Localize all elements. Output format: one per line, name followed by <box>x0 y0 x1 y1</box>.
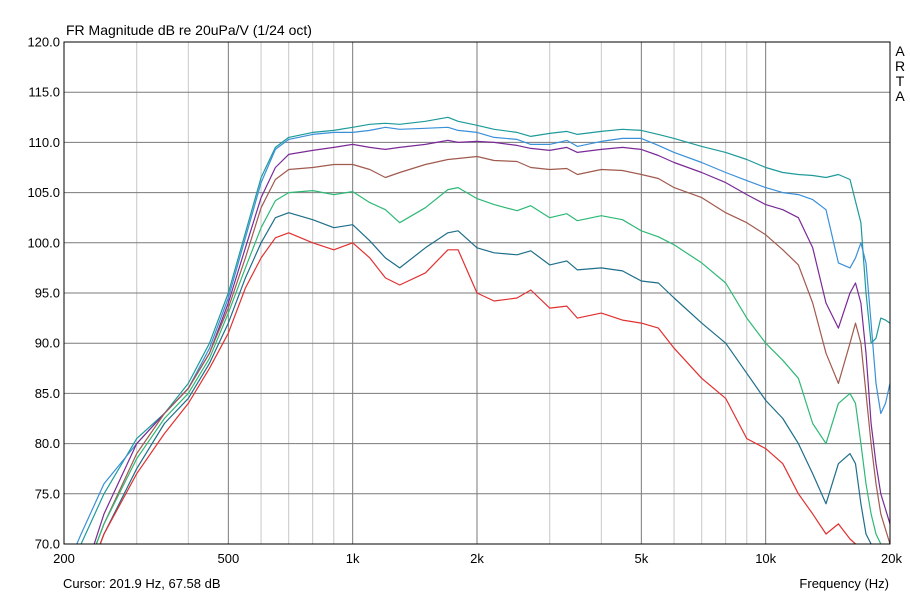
x-tick-label: 500 <box>217 551 239 566</box>
series-line-3 <box>93 139 890 544</box>
x-axis-tick-labels: 200 500 1k 2k 5k 10k 20k <box>53 551 902 566</box>
y-tick-label: 95.0 <box>35 286 60 301</box>
y-tick-label: 120.0 <box>27 35 60 50</box>
y-tick-label: 105.0 <box>27 185 60 200</box>
series-line-5 <box>95 187 882 544</box>
x-tick-label: 200 <box>53 551 75 566</box>
series-line-6 <box>99 212 872 544</box>
series-line-1 <box>80 116 890 544</box>
chart-title: FR Magnitude dB re 20uPa/V (1/24 oct) <box>66 22 312 38</box>
series-line-2 <box>76 126 890 544</box>
series-line-7 <box>99 232 857 544</box>
x-tick-label: 2k <box>470 551 484 566</box>
x-tick-label: 1k <box>346 551 360 566</box>
y-tick-label: 90.0 <box>35 336 60 351</box>
y-tick-label: 115.0 <box>28 85 60 100</box>
x-axis-label: Frequency (Hz) <box>799 576 889 591</box>
y-tick-label: 70.0 <box>35 537 60 552</box>
cursor-readout: Cursor: 201.9 Hz, 67.58 dB <box>63 576 221 591</box>
series-line-4 <box>95 155 890 544</box>
plot-area-border <box>63 41 891 545</box>
series-layer <box>76 116 890 544</box>
y-tick-label: 80.0 <box>35 436 60 451</box>
y-tick-label: 85.0 <box>35 386 60 401</box>
y-axis-tick-labels: 120.0 115.0 110.0 105.0 100.0 95.0 90.0 85.0 80.… <box>27 35 60 552</box>
y-tick-label: 75.0 <box>35 486 60 501</box>
x-tick-label: 20k <box>881 551 902 566</box>
y-tick-label: 100.0 <box>27 235 60 250</box>
x-tick-label: 5k <box>634 551 648 566</box>
x-tick-label: 10k <box>755 551 776 566</box>
y-tick-label: 110.0 <box>28 135 60 150</box>
